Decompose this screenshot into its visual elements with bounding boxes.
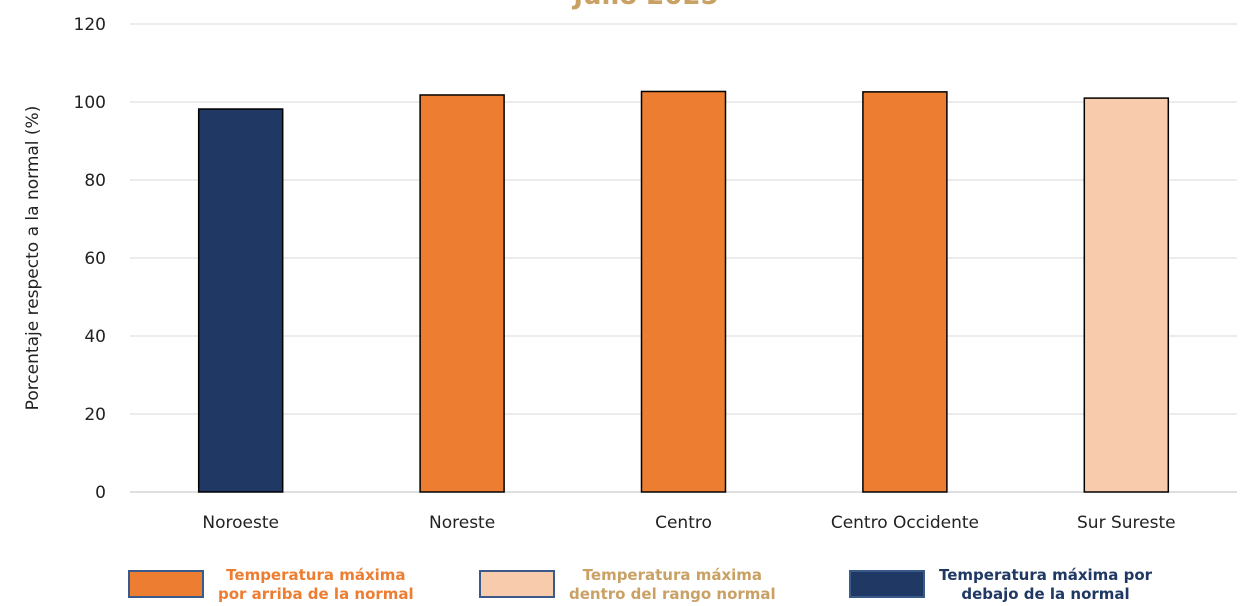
legend: Temperatura máxima por arriba de la norm…	[0, 566, 1251, 606]
x-tick-label: Centro Occidente	[831, 513, 979, 533]
legend-label-below-line1: Temperatura máxima por	[939, 566, 1153, 584]
y-tick-label: 0	[95, 483, 106, 503]
bar-centro	[640, 90, 727, 493]
legend-item-within: Temperatura máxima dentro del rango norm…	[479, 566, 776, 604]
y-tick-label: 60	[84, 249, 106, 269]
legend-label-below: Temperatura máxima por debajo de la norm…	[939, 566, 1152, 604]
x-tick-labels: Noroeste Noreste Centro Centro Occidente Sur…	[202, 513, 1175, 533]
y-tick-label: 100	[74, 93, 106, 113]
legend-label-within-line2: dentro del rango normal	[569, 585, 776, 603]
legend-swatch-within	[479, 570, 555, 598]
bar-noreste	[419, 94, 505, 493]
y-tick-label: 20	[84, 405, 106, 425]
legend-swatch-below	[849, 570, 925, 598]
legend-label-above: Temperatura máxima por arriba de la norm…	[218, 566, 414, 604]
chart-title: Julio 2025	[571, 0, 718, 11]
legend-item-below: Temperatura máxima por debajo de la norm…	[849, 566, 1152, 604]
bar-sur-sureste	[1083, 97, 1170, 493]
x-tick-label: Centro	[655, 513, 712, 533]
y-axis-label: Porcentaje respecto a la normal (%)	[23, 106, 43, 411]
legend-item-above: Temperatura máxima por arriba de la norm…	[128, 566, 414, 604]
x-tick-label: Noreste	[429, 513, 495, 533]
legend-label-above-line1: Temperatura máxima	[226, 566, 406, 584]
y-tick-label: 80	[84, 171, 106, 191]
y-tick-label: 120	[74, 15, 106, 35]
y-tick-label: 40	[84, 327, 106, 347]
legend-label-within-line1: Temperatura máxima	[582, 566, 763, 584]
legend-label-within: Temperatura máxima dentro del rango norm…	[569, 566, 776, 604]
x-tick-label: Noroeste	[202, 513, 279, 533]
legend-swatch-above	[128, 570, 204, 598]
legend-label-above-line2: por arriba de la normal	[218, 585, 414, 603]
bar-chart: Julio 2025 Porcentaje respecto a la norm…	[23, 0, 1237, 533]
legend-label-below-line2: debajo de la normal	[961, 585, 1130, 603]
bars	[197, 90, 1170, 493]
bar-noroeste	[197, 108, 284, 493]
bar-centro-occidente	[862, 91, 948, 493]
x-tick-label: Sur Sureste	[1077, 513, 1176, 533]
y-tick-labels: 0 20 40 60 80 100 120	[74, 15, 106, 503]
